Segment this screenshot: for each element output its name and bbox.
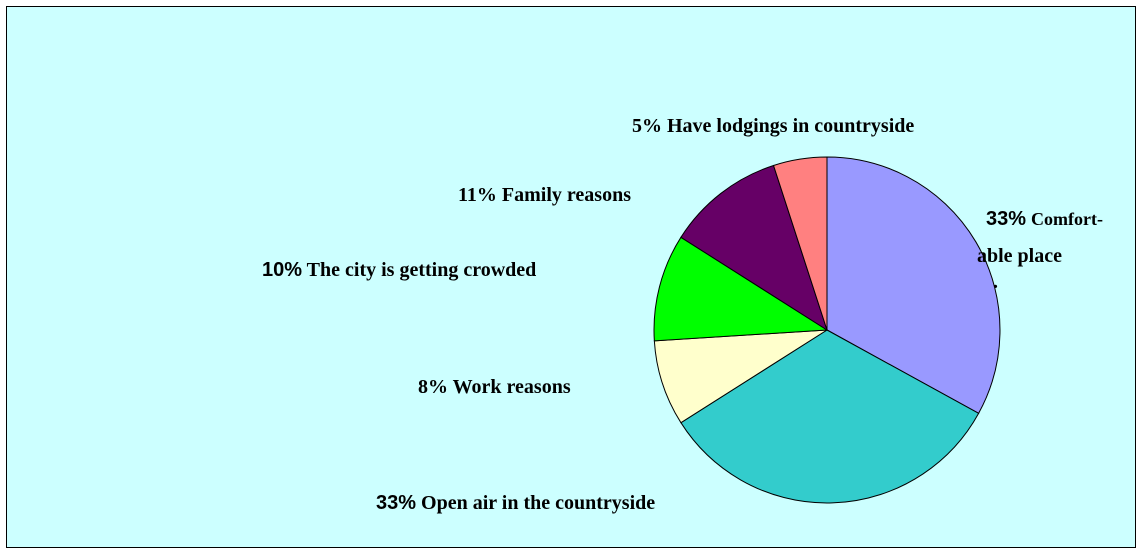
label-work-pct: 8% — [418, 376, 448, 398]
pie-slice-comfortable — [826, 156, 1001, 415]
label-open-air-pct: 33% — [376, 492, 416, 514]
label-comfortable: 33% Comfort- — [986, 208, 1103, 230]
label-comfortable-pct: 33% — [986, 208, 1026, 230]
label-open-air: 33% Open air in the countryside — [376, 492, 655, 514]
pie-slice-crowded — [653, 236, 829, 342]
label-open-air-text: Open air in the countryside — [421, 492, 655, 514]
pie-slice-lodgings — [772, 156, 828, 331]
label-family: 11% Family reasons — [458, 184, 631, 206]
label-comfortable-trail: . — [993, 271, 998, 293]
label-family-pct: 11% — [458, 184, 497, 206]
label-comfortable-line2: able place — [977, 245, 1062, 267]
pie-slice-open-air — [680, 329, 980, 504]
label-comfortable-text: Comfort- — [1031, 209, 1103, 229]
chart-area — [6, 6, 1136, 548]
label-crowded-pct: 10% — [262, 259, 302, 281]
pie-slices — [653, 156, 1001, 504]
label-work-text: Work reasons — [453, 376, 571, 398]
label-lodgings: 5% Have lodgings in countryside — [632, 115, 914, 137]
label-lodgings-pct: 5% — [632, 115, 662, 137]
label-lodgings-text: Have lodgings in countryside — [667, 115, 914, 137]
label-work: 8% Work reasons — [418, 376, 571, 398]
label-crowded-text: The city is getting crowded — [307, 259, 537, 281]
label-family-text: Family reasons — [502, 184, 631, 206]
pie-slice-family — [680, 164, 828, 332]
label-crowded: 10% The city is getting crowded — [262, 259, 536, 281]
